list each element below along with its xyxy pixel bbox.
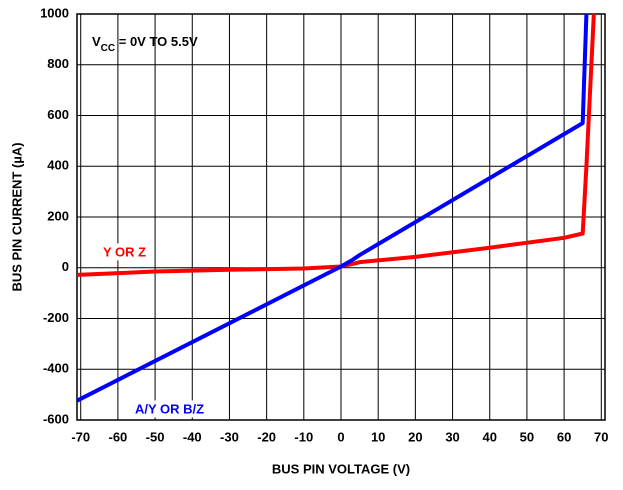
x-tick-label: -10 xyxy=(294,429,313,444)
x-tick-label: -60 xyxy=(109,429,128,444)
y-tick-label: 200 xyxy=(47,208,69,223)
legend-label: A/Y OR B/Z xyxy=(135,401,204,416)
series-line xyxy=(76,13,596,277)
y-tick-label: 0 xyxy=(62,259,69,274)
y-tick-label: 400 xyxy=(47,158,69,173)
annotation-main: V xyxy=(92,34,101,49)
x-axis-label: BUS PIN VOLTAGE (V) xyxy=(272,461,410,476)
legend-label-bg xyxy=(100,243,150,261)
annotation: VCC = 0V TO 5.5V xyxy=(92,34,198,53)
x-tick-label: 20 xyxy=(408,429,422,444)
x-tick-label: 40 xyxy=(482,429,496,444)
annotation-bg xyxy=(86,30,251,56)
annotation-rest: = 0V TO 5.5V xyxy=(115,34,198,49)
x-tick-label: -70 xyxy=(71,429,90,444)
legend-label-bg xyxy=(132,400,208,418)
y-tick-label: 1000 xyxy=(40,5,69,20)
y-tick-label: -600 xyxy=(43,411,69,426)
x-tick-label: -40 xyxy=(183,429,202,444)
x-tick-label: 0 xyxy=(337,429,344,444)
x-tick-label: -30 xyxy=(220,429,239,444)
annotation-sub: CC xyxy=(101,43,115,54)
x-tick-label: 50 xyxy=(520,429,534,444)
legend-label: Y OR Z xyxy=(103,244,146,259)
series-line xyxy=(76,13,589,403)
x-tick-label: 60 xyxy=(557,429,571,444)
x-tick-label: 30 xyxy=(445,429,459,444)
x-tick-label: -50 xyxy=(146,429,165,444)
x-tick-label: 70 xyxy=(594,429,608,444)
y-tick-label: 600 xyxy=(47,107,69,122)
y-tick-label: 800 xyxy=(47,56,69,71)
y-tick-label: -200 xyxy=(43,310,69,325)
x-tick-label: 10 xyxy=(371,429,385,444)
y-tick-label: -400 xyxy=(43,361,69,376)
x-tick-label: -20 xyxy=(257,429,276,444)
y-axis-label: BUS PIN CURRENT (µA) xyxy=(9,142,24,291)
